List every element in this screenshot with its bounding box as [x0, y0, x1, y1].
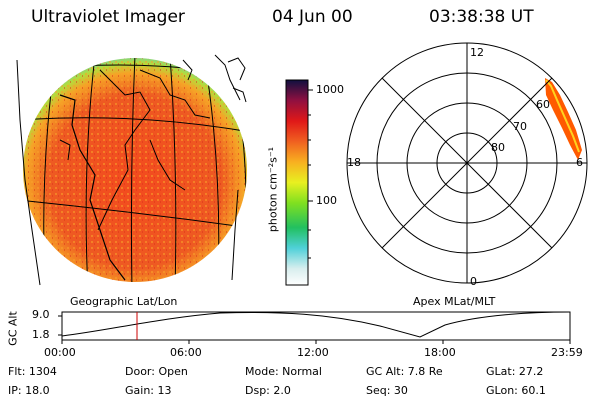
mode-status: Mode: Normal: [245, 365, 322, 378]
colorbar-label-1000: 1000: [316, 83, 344, 96]
altitude-curve: [61, 311, 571, 338]
lat-label-80: 80: [491, 141, 505, 154]
lat-label-70: 70: [513, 120, 527, 133]
timeline-tick-4: 23:59: [551, 346, 583, 359]
timeline-tick-0: 00:00: [44, 346, 76, 359]
sequence-number: Seq: 30: [366, 384, 408, 397]
aurora-edge: [545, 79, 580, 153]
colorbar-label-100: 100: [316, 194, 337, 207]
colorbar-unit-label: photon cm⁻²s⁻¹: [266, 146, 280, 233]
timeline-tick-1: 06:00: [170, 346, 202, 359]
colorbar: [285, 79, 309, 286]
earth-disk-image: [16, 54, 247, 286]
timeline-tick-3: 18:00: [424, 346, 456, 359]
gc-altitude: GC Alt: 7.8 Re: [366, 365, 443, 378]
apex-caption: Apex MLat/MLT: [413, 295, 496, 308]
timeline-ymin-label: 1.8: [32, 328, 50, 341]
mlt-label-12: 12: [470, 46, 484, 59]
geo-latitude: GLat: 27.2: [486, 365, 544, 378]
polar-plot: [346, 42, 588, 284]
coastline-outside: [16, 54, 247, 286]
lat-label-60: 60: [536, 98, 550, 111]
timeline-axis-label: GC Alt: [6, 311, 20, 346]
gain-value: Gain: 13: [125, 384, 172, 397]
dsp-value: Dsp: 2.0: [245, 384, 291, 397]
time-label: 03:38:38 UT: [429, 7, 534, 27]
mlt-label-0: 0: [470, 275, 477, 288]
timeline-ymax-label: 9.0: [32, 308, 50, 321]
timeline-plot: [58, 311, 571, 344]
mlt-label-6: 6: [576, 156, 583, 169]
door-status: Door: Open: [125, 365, 188, 378]
geographic-caption: Geographic Lat/Lon: [70, 295, 178, 308]
date-label: 04 Jun 00: [272, 7, 353, 27]
aurora-emission-region: [545, 78, 582, 160]
ip-value: IP: 18.0: [8, 384, 50, 397]
instrument-title: Ultraviolet Imager: [31, 7, 185, 27]
timeline-tick-2: 12:00: [297, 346, 329, 359]
polar-diagonal-2: [381, 77, 553, 249]
mlt-label-18: 18: [347, 156, 361, 169]
geo-longitude: GLon: 60.1: [486, 384, 546, 397]
flight-number: Flt: 1304: [8, 365, 57, 378]
